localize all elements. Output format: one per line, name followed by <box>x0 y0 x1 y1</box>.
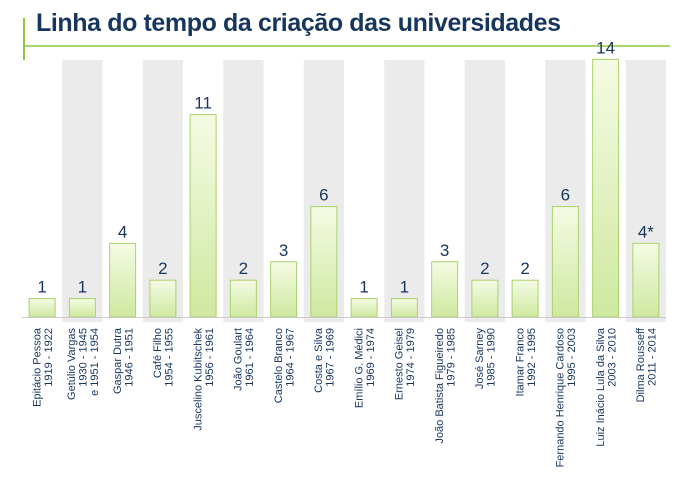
category-label: Ernesto Geisel <box>394 328 406 400</box>
value-label: 6 <box>319 186 328 205</box>
bar <box>109 242 137 318</box>
value-label: 14 <box>596 38 615 57</box>
category-label: Luiz Inácio Lula da Silva <box>595 327 607 447</box>
category-label: 1992 - 1995 <box>526 328 538 387</box>
bar <box>189 114 217 318</box>
category-label: Juscelino Kubitschek <box>192 328 204 431</box>
bar <box>310 206 338 318</box>
column-band <box>223 60 264 322</box>
value-label: 2 <box>480 259 489 278</box>
category-label: 1919 - 1922 <box>43 328 55 387</box>
bar <box>28 298 56 318</box>
category-label: Gaspar Dutra <box>112 327 124 394</box>
column-band <box>464 60 505 322</box>
category-label: Getúlio Vargas <box>66 328 78 400</box>
category-label: Fernando Henrique Cardoso <box>555 328 567 467</box>
category-label: 1954 - 1955 <box>164 328 176 387</box>
category-label: Costa e Silva <box>313 327 325 393</box>
category-label: e 1951 - 1954 <box>89 328 101 396</box>
value-label: 1 <box>359 278 368 297</box>
column-band <box>384 60 425 322</box>
bar <box>390 298 418 318</box>
bar <box>632 242 660 318</box>
bar <box>350 298 378 318</box>
category-label: 1967 - 1969 <box>325 328 337 387</box>
category-label: 1969 - 1974 <box>365 328 377 387</box>
category-label: João Goulart <box>233 328 245 391</box>
category-label: 1961 - 1964 <box>244 328 256 387</box>
bar <box>431 261 459 318</box>
chart-title: Linha do tempo da criação das universida… <box>36 9 561 37</box>
bar <box>149 279 177 318</box>
value-label: 3 <box>440 241 449 260</box>
category-label: 2011 - 2014 <box>647 328 659 386</box>
category-label: 1985 - 1990 <box>486 328 498 387</box>
value-label: 6 <box>561 186 570 205</box>
category-label: José Sarney <box>474 328 486 390</box>
value-label: 11 <box>194 94 212 113</box>
category-label: Emílio G. Médici <box>353 328 365 408</box>
value-label: 2 <box>520 259 529 278</box>
value-label: 4* <box>638 222 654 241</box>
bar <box>270 261 298 318</box>
category-label: Castelo Branco <box>273 328 285 403</box>
category-label: Café Filho <box>152 328 164 378</box>
category-label: Epitácio Pessoa <box>31 327 43 407</box>
category-label: 1946 - 1951 <box>123 328 135 387</box>
category-label: 1930 - 1945 <box>77 328 89 387</box>
category-label: 1974 - 1979 <box>405 328 417 387</box>
value-label: 2 <box>239 259 248 278</box>
column-band <box>142 60 183 322</box>
value-label: 2 <box>158 259 167 278</box>
category-label: 1956 - 1961 <box>204 328 216 387</box>
category-label: Dilma Rousseff <box>635 327 647 402</box>
category-label: 1979 - 1985 <box>445 328 457 387</box>
value-label: 3 <box>279 241 288 260</box>
bar <box>592 58 620 318</box>
value-label: 1 <box>37 278 46 297</box>
bar <box>551 206 579 318</box>
value-label: 1 <box>400 278 409 297</box>
column-band <box>62 60 103 322</box>
category-label: 1964 - 1967 <box>284 328 296 387</box>
category-label: João Batista Figueiredo <box>434 328 446 444</box>
value-label: 1 <box>78 278 87 297</box>
category-label: 1995 - 2003 <box>566 328 578 387</box>
category-label: 2003 - 2010 <box>606 328 618 387</box>
value-label: 4 <box>118 222 127 241</box>
bar <box>68 298 96 318</box>
bar <box>471 279 499 318</box>
bar <box>229 279 257 318</box>
category-label: Itamar Franco <box>514 328 526 396</box>
bar <box>511 279 539 318</box>
